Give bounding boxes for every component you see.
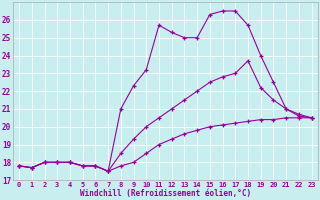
X-axis label: Windchill (Refroidissement éolien,°C): Windchill (Refroidissement éolien,°C)	[80, 189, 251, 198]
